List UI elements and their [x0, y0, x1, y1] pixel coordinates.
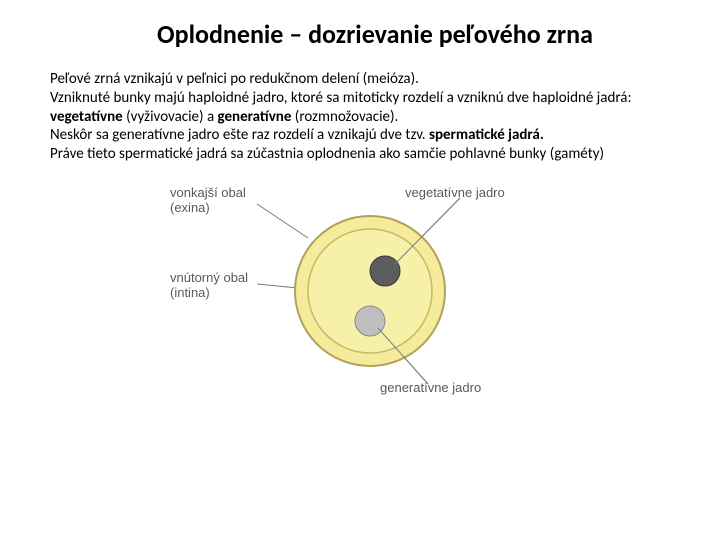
label-intina-l2: (intina) [170, 285, 210, 300]
label-generative: generatívne jadro [380, 381, 481, 396]
line2a: Vzniknuté bunky majú haploidné jadro, kt… [50, 89, 631, 107]
line2b: vegetatívne [50, 108, 123, 126]
line2d: generatívne [218, 108, 292, 126]
page-title: Oplodnenie – dozrievanie peľového zrna [50, 18, 670, 50]
label-exina: vonkajší obal (exina) [170, 186, 246, 216]
line3b: spermatické jadrá. [429, 126, 544, 144]
line1: Peľové zrná vznikajú v peľnici po redukč… [50, 70, 419, 88]
diagram-container: vonkajší obal (exina) vnútorný obal (int… [50, 176, 670, 406]
label-intina-l1: vnútorný obal [170, 270, 248, 285]
line4a: Práve tieto spermatické jadrá sa zúčastn… [50, 145, 604, 163]
pollen-grain-diagram: vonkajší obal (exina) vnútorný obal (int… [180, 176, 540, 406]
label-intina: vnútorný obal (intina) [170, 271, 248, 301]
line2c: (vyživovacie) a [123, 108, 218, 126]
label-exina-l2: (exina) [170, 200, 210, 215]
label-vegetative: vegetatívne jadro [405, 186, 505, 201]
label-exina-l1: vonkajší obal [170, 185, 246, 200]
line2e: (rozmnožovacie). [291, 108, 398, 126]
line3a: Neskôr sa generatívne jadro ešte raz roz… [50, 126, 429, 144]
body-paragraph: Peľové zrná vznikajú v peľnici po redukč… [50, 70, 670, 164]
